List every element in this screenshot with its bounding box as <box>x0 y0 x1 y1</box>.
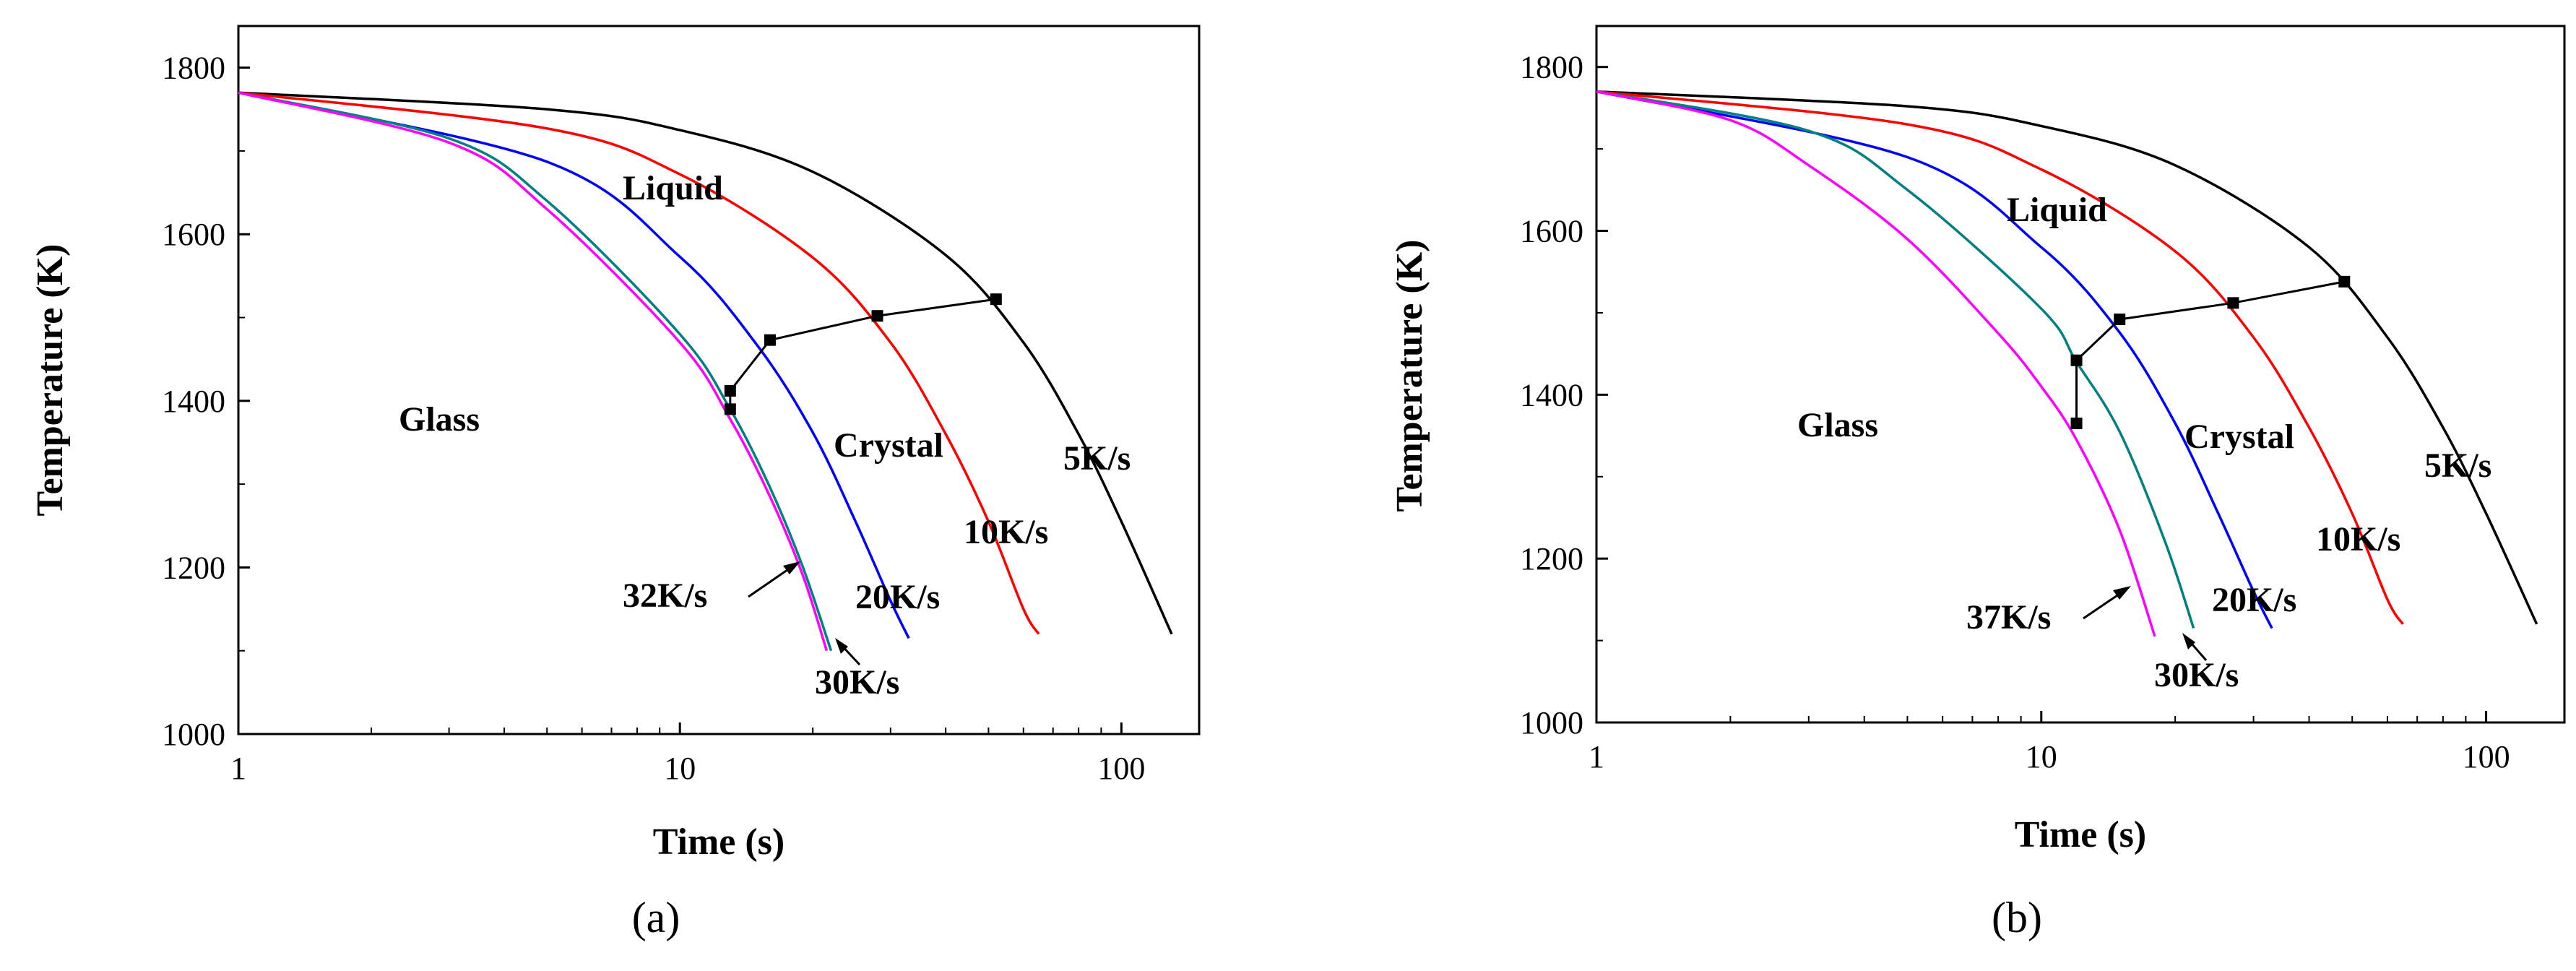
transition-group-b <box>2070 275 2351 430</box>
axis-ticks-a <box>237 66 1123 735</box>
series-line-30k-per-s <box>238 91 833 652</box>
transition-marker <box>2338 275 2351 288</box>
x-tick-label: 1 <box>230 751 246 786</box>
series-line-10k-per-s <box>1596 90 2404 625</box>
arrowhead-30 <box>2182 633 2195 650</box>
rate-label-30: 30K/s <box>815 663 899 702</box>
x-tick-label: 1 <box>1589 739 1604 774</box>
x-tick-label: 10 <box>2026 739 2057 774</box>
rate-label-20: 20K/s <box>2212 581 2296 619</box>
crystal-label: Crystal <box>834 426 943 465</box>
y-tick-label: 1000 <box>1520 705 1583 741</box>
y-tick-label: 1600 <box>162 217 225 252</box>
series-line-5k-per-s <box>1596 90 2538 625</box>
transition-group-a <box>724 293 1002 415</box>
transition-marker-extra <box>724 403 736 415</box>
crystal-label: Crystal <box>2184 418 2294 456</box>
panel-label-a: (a) <box>632 894 680 941</box>
panel-a: 1000 1200 1400 1600 1800 1 10 100 Time (… <box>30 25 1201 941</box>
series-line-30k-per-s <box>1596 90 2195 629</box>
transition-marker <box>2114 314 2126 326</box>
rate-label-32: 37K/s <box>1966 598 2051 636</box>
transition-marker <box>764 334 776 346</box>
arrowhead-30 <box>835 638 848 654</box>
transition-marker <box>724 384 736 397</box>
y-tick-label: 1400 <box>1520 377 1583 413</box>
transition-line <box>729 298 997 392</box>
glass-label: Glass <box>1797 406 1878 444</box>
rate-label-5: 5K/s <box>1063 439 1131 478</box>
y-tick-label: 1600 <box>1520 214 1583 249</box>
y-tick-label: 1800 <box>162 51 225 86</box>
x-tick-label: 10 <box>664 751 696 786</box>
tick-labels-b: 1000 1200 1400 1600 1800 1 10 100 <box>1520 50 2510 774</box>
x-axis-title-a: Time (s) <box>653 821 785 863</box>
rate-label-30: 30K/s <box>2154 656 2239 694</box>
y-axis-title-a: Temperature (K) <box>30 244 71 517</box>
series-line-37k-per-s <box>1596 90 2156 637</box>
arrowhead-37 <box>2113 586 2131 600</box>
y-tick-label: 1200 <box>162 550 225 585</box>
series-group-a <box>238 91 1173 652</box>
panel-b: 1000 1200 1400 1600 1800 1 10 100 Time (… <box>1389 25 2566 941</box>
x-tick-label: 100 <box>2463 739 2510 774</box>
tick-labels-a: 1000 1200 1400 1600 1800 1 10 100 <box>162 51 1145 786</box>
series-line-10k-per-s <box>238 91 1040 635</box>
y-tick-label: 1400 <box>162 384 225 419</box>
arrowhead-32 <box>783 561 800 574</box>
transition-marker <box>990 293 1002 306</box>
y-axis-title-b: Temperature (K) <box>1389 240 1430 512</box>
x-axis-title-b: Time (s) <box>2015 814 2146 855</box>
liquid-label: Liquid <box>623 169 723 207</box>
series-line-32k-per-s <box>238 91 829 652</box>
series-group-b <box>1596 90 2538 637</box>
rate-label-10: 10K/s <box>2316 520 2400 558</box>
plot-frame-a <box>237 25 1201 735</box>
transition-marker-extra <box>2070 418 2083 430</box>
plot-frame-b <box>1595 25 2566 724</box>
rate-label-32: 32K/s <box>623 577 707 615</box>
rate-label-10: 10K/s <box>964 513 1048 551</box>
x-tick-label: 100 <box>1097 751 1145 786</box>
y-tick-label: 1000 <box>162 717 225 752</box>
panel-label-b: (b) <box>1992 894 2042 941</box>
series-line-20k-per-s <box>238 91 910 639</box>
rate-label-20: 20K/s <box>855 578 940 616</box>
series-line-20k-per-s <box>1596 90 2273 629</box>
rate-label-5: 5K/s <box>2424 446 2491 485</box>
glass-label: Glass <box>399 400 480 439</box>
axis-ticks-b <box>1595 66 2488 724</box>
series-line-5k-per-s <box>238 91 1173 635</box>
transition-marker <box>871 310 883 322</box>
liquid-label: Liquid <box>2007 191 2107 229</box>
y-tick-label: 1800 <box>1520 50 1583 85</box>
transition-marker <box>2227 297 2239 309</box>
transition-line <box>2075 280 2345 361</box>
transition-marker <box>2070 354 2083 366</box>
y-tick-label: 1200 <box>1520 541 1583 577</box>
